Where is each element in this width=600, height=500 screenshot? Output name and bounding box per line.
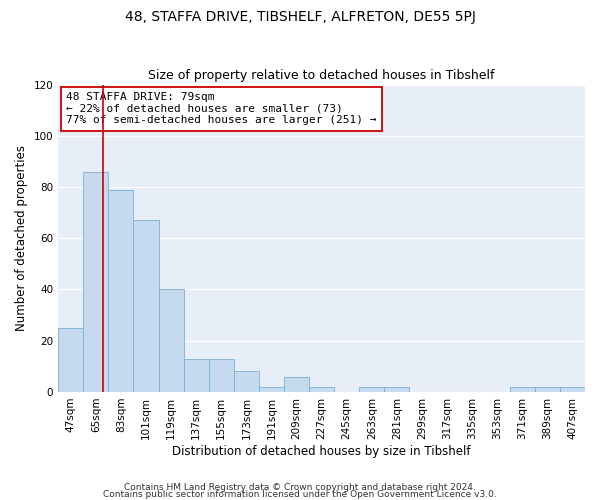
Bar	[158, 290, 184, 392]
Text: Contains public sector information licensed under the Open Government Licence v3: Contains public sector information licen…	[103, 490, 497, 499]
Bar	[133, 220, 158, 392]
Bar	[535, 387, 560, 392]
Text: 48 STAFFA DRIVE: 79sqm
← 22% of detached houses are smaller (73)
77% of semi-det: 48 STAFFA DRIVE: 79sqm ← 22% of detached…	[66, 92, 377, 126]
Bar	[58, 328, 83, 392]
Bar	[209, 358, 234, 392]
Bar	[309, 387, 334, 392]
Bar	[284, 376, 309, 392]
Bar	[560, 387, 585, 392]
Text: 48, STAFFA DRIVE, TIBSHELF, ALFRETON, DE55 5PJ: 48, STAFFA DRIVE, TIBSHELF, ALFRETON, DE…	[125, 10, 475, 24]
Bar	[109, 190, 133, 392]
Bar	[83, 172, 109, 392]
Title: Size of property relative to detached houses in Tibshelf: Size of property relative to detached ho…	[148, 69, 495, 82]
Text: Contains HM Land Registry data © Crown copyright and database right 2024.: Contains HM Land Registry data © Crown c…	[124, 484, 476, 492]
X-axis label: Distribution of detached houses by size in Tibshelf: Distribution of detached houses by size …	[172, 444, 471, 458]
Bar	[184, 358, 209, 392]
Bar	[385, 387, 409, 392]
Bar	[259, 387, 284, 392]
Bar	[510, 387, 535, 392]
Bar	[234, 372, 259, 392]
Bar	[359, 387, 385, 392]
Y-axis label: Number of detached properties: Number of detached properties	[15, 146, 28, 332]
